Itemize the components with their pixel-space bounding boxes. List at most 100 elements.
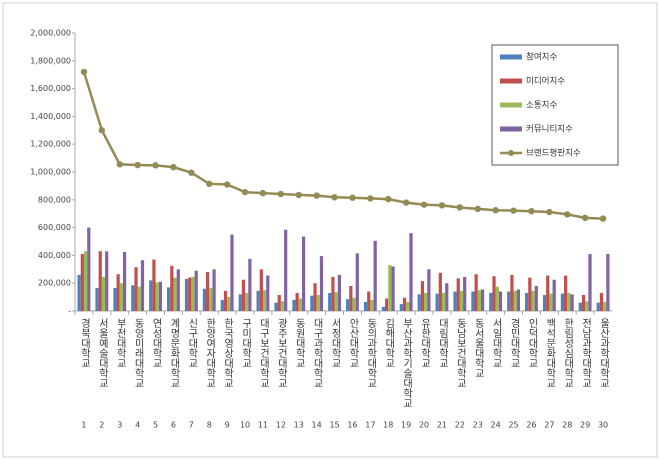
line-marker — [116, 161, 123, 168]
bar — [599, 292, 604, 311]
x-tick-label: 경북대학교 — [78, 317, 90, 368]
line-marker — [295, 191, 302, 199]
bar — [367, 291, 371, 311]
bar — [223, 290, 228, 311]
x-tick-label: 서일대학교 — [490, 318, 502, 368]
line-marker — [402, 199, 410, 206]
bar — [570, 294, 574, 311]
bar — [259, 269, 263, 311]
bar — [474, 274, 478, 311]
bar — [495, 286, 499, 311]
y-tick-label: 1,800,000 — [30, 56, 71, 65]
bar — [140, 260, 145, 311]
bar — [441, 292, 446, 311]
rank-label: 2 — [99, 421, 104, 430]
bar — [292, 299, 296, 311]
rank-label: 30 — [598, 421, 608, 430]
y-tick-label: 600,000 — [38, 223, 71, 232]
bar — [241, 279, 246, 311]
line-marker — [152, 162, 159, 169]
x-tick-label: 백석문화대학교 — [544, 318, 556, 388]
bar — [531, 290, 535, 311]
rank-label: 23 — [473, 421, 483, 430]
bar — [603, 301, 607, 311]
x-tick-label: 대구보건대학교 — [257, 318, 269, 388]
rank-label: 28 — [562, 421, 572, 430]
bar — [227, 297, 231, 311]
legend-label: 미디어지수 — [526, 76, 565, 87]
x-tick-label: 연성대학교 — [150, 318, 162, 368]
rank-label: 15 — [329, 421, 339, 430]
bar — [596, 302, 600, 311]
bar — [585, 301, 589, 311]
bar — [549, 293, 553, 311]
x-tick-label: 계명문화대학교 — [168, 318, 180, 388]
bar — [513, 290, 517, 311]
rank-label: 22 — [455, 421, 465, 430]
bar — [606, 254, 610, 311]
rank-label: 7 — [189, 421, 194, 430]
bar — [298, 298, 302, 311]
x-tick-label: 동남보건대학교 — [454, 318, 466, 388]
x-tick-label: 광주보건대학교 — [275, 318, 287, 388]
legend-swatch — [500, 54, 522, 60]
x-tick-label: 한양여자대학교 — [204, 318, 216, 388]
legend-swatch — [500, 102, 522, 108]
y-tick-label: - — [68, 307, 71, 316]
bar — [131, 285, 135, 311]
bar — [98, 251, 102, 311]
rank-label: 9 — [225, 421, 230, 430]
bar — [588, 254, 592, 311]
bar — [489, 292, 493, 311]
x-tick-label: 한림성심대학교 — [562, 318, 574, 388]
bar — [301, 236, 306, 311]
rank-label: 18 — [383, 421, 393, 430]
bar — [427, 269, 431, 311]
bar — [370, 299, 374, 311]
bar — [328, 292, 332, 311]
bar — [277, 295, 281, 311]
line-marker — [223, 181, 231, 188]
bar — [248, 258, 252, 311]
bar — [388, 265, 392, 311]
bar — [80, 254, 84, 311]
rank-label: 5 — [153, 421, 158, 430]
x-tick-label: 서정대학교 — [329, 318, 341, 368]
rank-label: 27 — [544, 421, 554, 430]
rank-label: 24 — [491, 421, 501, 430]
bar — [230, 234, 234, 311]
bar — [409, 233, 413, 311]
bar — [245, 292, 249, 311]
x-tick-label: 안산대학교 — [347, 318, 359, 368]
bar — [435, 293, 439, 311]
bar — [101, 276, 106, 311]
x-tick-label: 동서울대학교 — [472, 318, 484, 378]
bar — [122, 251, 127, 311]
line-marker — [599, 215, 607, 222]
line-marker — [170, 163, 177, 171]
line-marker — [581, 214, 589, 222]
legend-swatch — [500, 126, 522, 132]
x-tick-label: 유한대학교 — [419, 318, 431, 368]
bar — [564, 275, 568, 311]
bar — [334, 292, 338, 311]
rank-label: 26 — [526, 421, 536, 430]
bar — [420, 281, 425, 311]
line-marker — [420, 201, 428, 208]
bar — [402, 297, 407, 311]
x-tick-label: 동원대학교 — [293, 318, 305, 368]
bar — [480, 289, 485, 311]
bar — [274, 302, 278, 311]
x-tick-label: 인덕대학교 — [526, 318, 538, 368]
bar — [363, 301, 368, 311]
line-marker — [349, 194, 356, 201]
rank-label: 14 — [312, 421, 322, 430]
bar — [391, 266, 395, 311]
y-tick-label: 400,000 — [38, 251, 71, 260]
rank-label: 20 — [419, 421, 429, 430]
bar — [534, 285, 538, 311]
bar — [155, 282, 159, 311]
bar — [349, 285, 353, 311]
bar — [206, 272, 210, 311]
rank-label: 12 — [276, 421, 286, 430]
